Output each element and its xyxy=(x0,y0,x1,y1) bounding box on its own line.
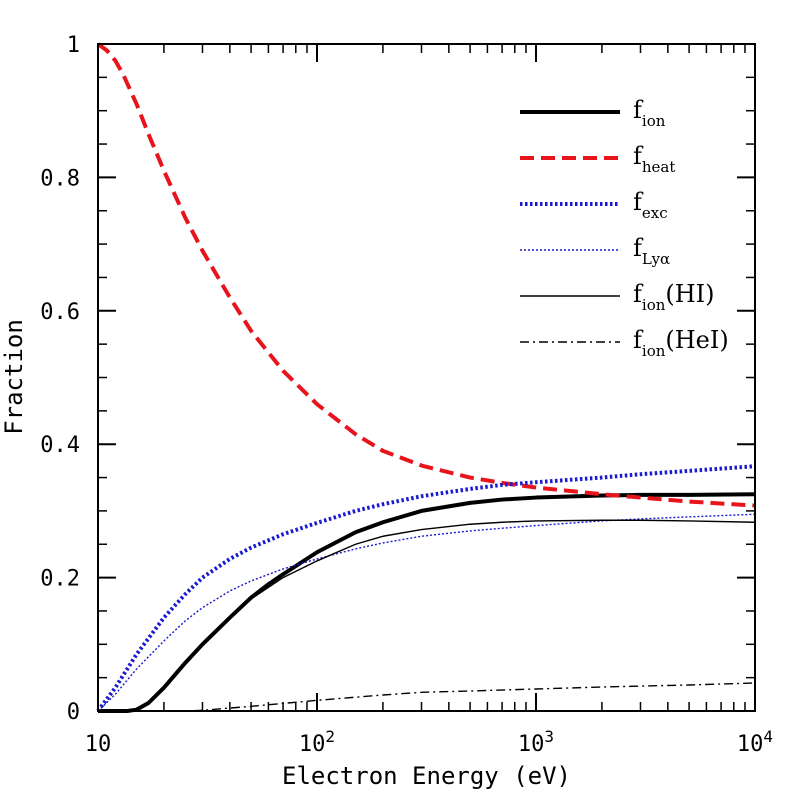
y-axis: 0 0.2 0.4 0.6 0.8 1 xyxy=(40,33,755,725)
y-tick-label: 0.8 xyxy=(40,166,80,191)
series-line-1 xyxy=(98,492,756,713)
series-line-2 xyxy=(96,42,756,508)
y-tick-label: 0.6 xyxy=(40,300,80,325)
x-axis-title: Electron Energy (eV) xyxy=(282,762,571,790)
legend-label: fexc xyxy=(633,188,668,222)
y-tick-label: 1 xyxy=(67,33,80,58)
x-tick-label: 104 xyxy=(737,727,773,757)
y-axis-title: Fraction xyxy=(0,319,28,435)
y-tick-label: 0.4 xyxy=(40,433,80,458)
x-axis: 10 102 103 104 xyxy=(85,44,773,757)
data-series xyxy=(96,42,756,713)
series-line-3 xyxy=(96,464,756,713)
legend-label: fion(HI) xyxy=(633,280,715,314)
legend: fion fheat fexc fLyα fion(HI) fion(HeI) xyxy=(520,96,729,360)
x-tick-label: 102 xyxy=(299,727,335,757)
plot-frame xyxy=(97,43,756,712)
series-line-5 xyxy=(98,519,756,712)
x-tick-label: 103 xyxy=(518,727,554,757)
y-tick-label: 0 xyxy=(67,700,80,725)
y-tick-label: 0.2 xyxy=(40,567,80,592)
series-line-6 xyxy=(98,682,756,712)
legend-label: fLyα xyxy=(633,234,670,268)
legend-label: fion xyxy=(633,96,666,130)
series-line-4 xyxy=(97,513,756,712)
legend-label: fion(HeI) xyxy=(633,326,729,360)
legend-label: fheat xyxy=(633,142,675,176)
x-tick-label: 10 xyxy=(85,732,112,757)
